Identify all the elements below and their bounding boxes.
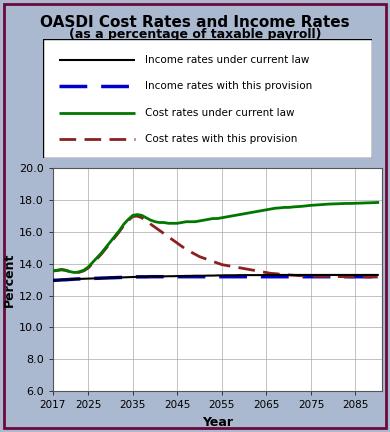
Y-axis label: Percent: Percent	[3, 253, 16, 307]
Text: Cost rates with this provision: Cost rates with this provision	[145, 133, 298, 144]
Text: OASDI Cost Rates and Income Rates: OASDI Cost Rates and Income Rates	[40, 15, 350, 30]
X-axis label: Year: Year	[202, 416, 233, 429]
Text: (as a percentage of taxable payroll): (as a percentage of taxable payroll)	[69, 28, 321, 41]
Text: Cost rates under current law: Cost rates under current law	[145, 108, 294, 118]
FancyBboxPatch shape	[43, 39, 372, 158]
Text: Income rates under current law: Income rates under current law	[145, 55, 309, 65]
Text: Income rates with this provision: Income rates with this provision	[145, 81, 312, 92]
